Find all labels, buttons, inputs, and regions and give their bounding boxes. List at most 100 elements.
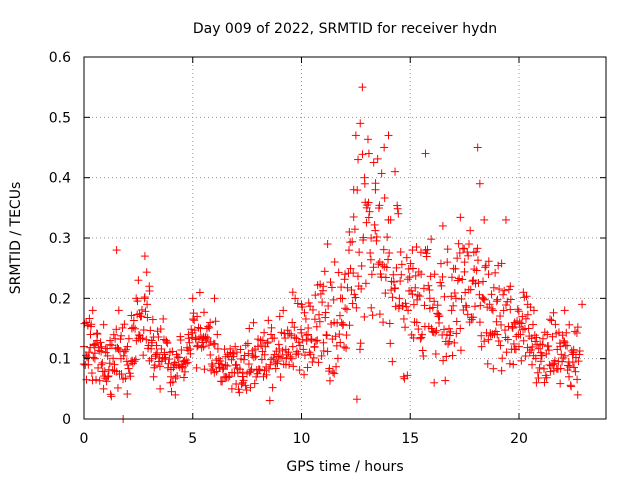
data-point [129, 323, 138, 332]
data-point [314, 358, 323, 367]
data-point [484, 257, 493, 266]
data-point [200, 365, 209, 374]
data-point [118, 323, 127, 332]
data-point [556, 342, 565, 351]
data-point [565, 372, 574, 381]
data-point [154, 332, 163, 341]
data-point [326, 278, 335, 287]
data-point [456, 324, 465, 333]
data-point [334, 268, 343, 277]
data-point [186, 349, 195, 358]
data-point [248, 351, 257, 360]
data-point [358, 150, 367, 159]
data-point [109, 354, 118, 363]
data-point [360, 173, 369, 182]
data-point [206, 318, 215, 327]
data-point [153, 348, 162, 357]
data-point [267, 323, 276, 332]
data-point [305, 348, 314, 357]
data-point [420, 301, 429, 310]
data-point [327, 283, 336, 292]
data-point [382, 263, 391, 272]
data-point [184, 330, 193, 339]
data-point [127, 311, 136, 320]
data-point [565, 320, 574, 329]
data-point [395, 294, 404, 303]
data-point [515, 342, 523, 351]
data-point [502, 348, 511, 357]
data-point [431, 328, 440, 337]
data-point [336, 294, 345, 303]
data-point [167, 387, 176, 396]
data-point [344, 246, 353, 255]
data-point [88, 306, 97, 315]
data-point [381, 289, 390, 298]
data-point [263, 339, 272, 348]
data-point [372, 232, 381, 241]
data-point [488, 306, 497, 315]
data-point [523, 300, 532, 309]
data-point [345, 321, 354, 330]
data-point [456, 346, 465, 355]
data-point [94, 363, 103, 372]
data-point [114, 306, 123, 315]
data-point [574, 357, 583, 366]
data-point [409, 333, 418, 342]
data-point [209, 339, 218, 348]
data-point [578, 300, 587, 309]
data-point [447, 273, 456, 282]
data-point [402, 253, 411, 262]
data-point [88, 376, 97, 385]
data-point [534, 344, 543, 353]
data-point [445, 331, 454, 340]
data-point [458, 244, 467, 253]
data-point [354, 155, 363, 164]
data-point [349, 185, 358, 194]
data-point [503, 335, 512, 344]
data-point [380, 143, 389, 152]
data-point [276, 373, 285, 382]
data-point [288, 318, 297, 327]
data-point [197, 343, 206, 352]
data-point [456, 213, 465, 222]
data-point [204, 322, 213, 331]
data-point [342, 305, 351, 314]
data-point [304, 298, 313, 307]
data-point [441, 376, 450, 385]
data-point [516, 330, 525, 339]
data-point [98, 358, 107, 367]
data-point [517, 319, 526, 328]
data-point [352, 395, 361, 404]
data-point [513, 305, 522, 314]
data-point [361, 279, 370, 288]
data-point [350, 225, 359, 234]
x-tick-label: 20 [510, 431, 528, 447]
data-point [298, 335, 307, 344]
data-point [401, 299, 410, 308]
data-point [397, 260, 406, 269]
data-point [92, 329, 101, 338]
data-point [517, 356, 526, 365]
data-point [87, 320, 96, 329]
data-point [425, 294, 434, 303]
data-point [458, 275, 467, 284]
data-point [568, 358, 577, 367]
data-point [408, 264, 417, 273]
data-point [189, 315, 198, 324]
data-point [484, 270, 493, 279]
data-point [484, 335, 493, 344]
data-point [319, 338, 328, 347]
data-point [155, 362, 164, 371]
data-point [254, 342, 262, 351]
data-point [489, 283, 498, 292]
data-point [447, 306, 456, 315]
data-point [466, 285, 475, 294]
data-point [451, 294, 460, 303]
data-point [473, 143, 482, 152]
data-point [114, 345, 123, 354]
data-point [370, 220, 379, 229]
data-point [387, 286, 396, 295]
data-point [246, 367, 255, 376]
data-point [300, 370, 309, 379]
data-point [389, 270, 398, 279]
